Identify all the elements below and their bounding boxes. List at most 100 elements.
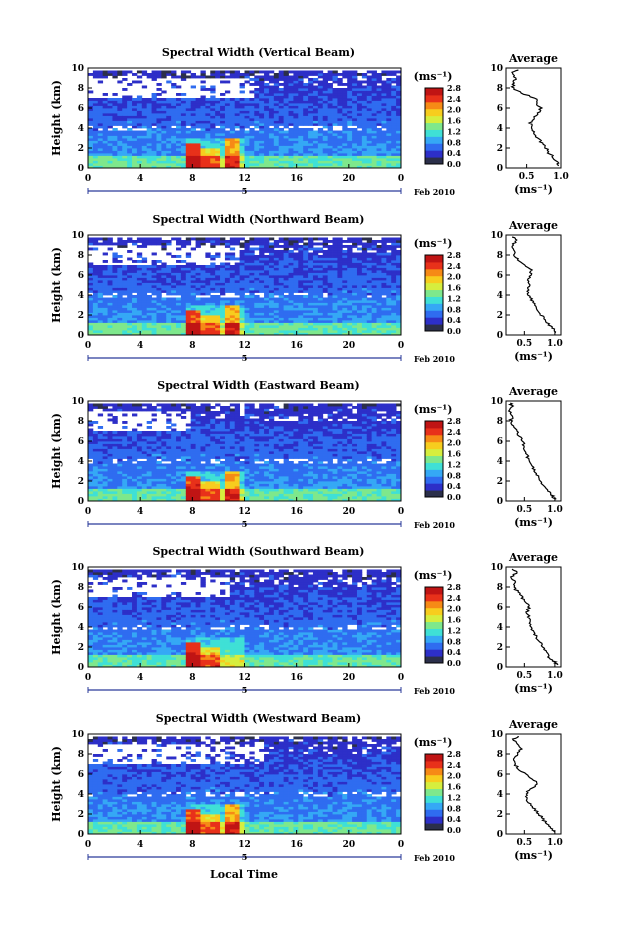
heatmap-cell: [312, 325, 319, 328]
heatmap-cell: [141, 483, 148, 487]
heatmap-cell: [112, 138, 118, 141]
heatmap-cell: [371, 85, 377, 89]
heatmap-cell: [190, 307, 196, 311]
heatmap-cell: [234, 285, 241, 288]
heatmap-cell: [264, 315, 270, 318]
heatmap-cell: [151, 463, 157, 467]
heatmap-cell: [229, 100, 236, 104]
heatmap-cell: [356, 105, 363, 109]
heatmap-cell: [195, 75, 201, 79]
heatmap-cell: [151, 476, 157, 479]
heatmap-cell: [391, 140, 397, 144]
heatmap-cell: [308, 115, 314, 119]
heatmap-cell: [283, 85, 289, 89]
heatmap-cell: [161, 247, 167, 251]
heatmap-cell: [391, 80, 397, 84]
heatmap-cell: [161, 325, 167, 328]
heatmap-cell: [303, 75, 309, 79]
heatmap-cell: [88, 280, 94, 283]
heatmap-cell: [200, 98, 206, 101]
heatmap-cell: [171, 155, 177, 159]
heatmap-cell: [298, 103, 304, 106]
heatmap-cell: [293, 307, 299, 311]
heatmap-cell: [308, 300, 314, 303]
heatmap-cell: [112, 160, 118, 164]
heatmap-cell: [376, 160, 382, 164]
heatmap-cell: [273, 135, 280, 139]
heatmap-cell: [136, 70, 143, 74]
heatmap-cell: [220, 110, 226, 114]
heatmap-cell: [88, 456, 94, 459]
heatmap-cell: [259, 297, 265, 301]
heatmap-cell: [288, 285, 294, 288]
heatmap-cell: [224, 300, 231, 303]
heatmap-cell: [381, 262, 387, 266]
heatmap-cell: [176, 165, 182, 169]
heatmap-cell: [352, 312, 358, 316]
heatmap-cell: [361, 93, 368, 96]
colorbar-swatch: [425, 289, 443, 297]
heatmap-cell: [371, 285, 377, 288]
heatmap-cell: [312, 310, 319, 313]
heatmap-cell: [122, 275, 128, 278]
heatmap-cell: [132, 312, 138, 316]
heatmap-cell: [190, 163, 196, 166]
heatmap-cell: [239, 165, 245, 169]
heatmap-cell: [166, 128, 172, 131]
heatmap-cell: [97, 476, 104, 479]
heatmap-cell: [381, 113, 387, 116]
heatmap-cell: [308, 83, 314, 86]
heatmap-cell: [180, 155, 187, 159]
heatmap-cell: [327, 153, 333, 156]
heatmap-cell: [337, 73, 343, 76]
heatmap-cell: [264, 150, 270, 154]
heatmap-cell: [185, 325, 192, 328]
heatmap-cell: [244, 265, 250, 268]
heatmap-cell: [386, 330, 392, 333]
heatmap-cell: [107, 456, 113, 459]
heatmap-cell: [342, 265, 348, 268]
heatmap-cell: [132, 242, 138, 246]
heatmap-cell: [146, 307, 152, 311]
heatmap-cell: [303, 155, 309, 159]
heatmap-cell: [156, 83, 162, 86]
heatmap-cell: [92, 421, 99, 424]
heatmap-cell: [122, 426, 128, 429]
heatmap-cell: [352, 332, 358, 336]
heatmap-cell: [166, 320, 172, 323]
heatmap-cell: [264, 272, 270, 276]
heatmap-cell: [122, 145, 128, 149]
heatmap-cell: [200, 240, 206, 243]
heatmap-cell: [303, 160, 309, 164]
heatmap-cell: [352, 282, 358, 286]
heatmap-cell: [371, 327, 377, 331]
heatmap-cell: [151, 408, 157, 412]
heatmap-cell: [356, 123, 363, 126]
heatmap-cell: [180, 70, 187, 74]
heatmap-cell: [356, 280, 363, 283]
heatmap-cell: [176, 160, 182, 164]
heatmap-cell: [107, 100, 113, 104]
heatmap-cell: [264, 113, 270, 116]
heatmap-cell: [161, 103, 167, 106]
heatmap-cell: [376, 262, 382, 266]
heatmap-cell: [381, 90, 387, 94]
heatmap-cell: [356, 80, 363, 84]
heatmap-cell: [254, 143, 260, 146]
heatmap-cell: [254, 165, 260, 169]
heatmap-cell: [361, 113, 368, 116]
heatmap-cell: [190, 98, 196, 101]
heatmap-cell: [352, 150, 358, 154]
heatmap-cell: [249, 315, 255, 318]
heatmap-cell: [97, 105, 104, 109]
heatmap-cell: [127, 320, 133, 323]
heatmap-cell: [176, 75, 182, 79]
heatmap-cell: [88, 463, 94, 467]
heatmap-cell: [132, 446, 138, 449]
heatmap-cell: [122, 461, 128, 464]
heatmap-cell: [195, 302, 201, 306]
heatmap-cell: [205, 105, 211, 109]
heatmap-cell: [381, 320, 387, 323]
heatmap-cell: [205, 310, 211, 313]
heatmap-cell: [151, 148, 157, 151]
